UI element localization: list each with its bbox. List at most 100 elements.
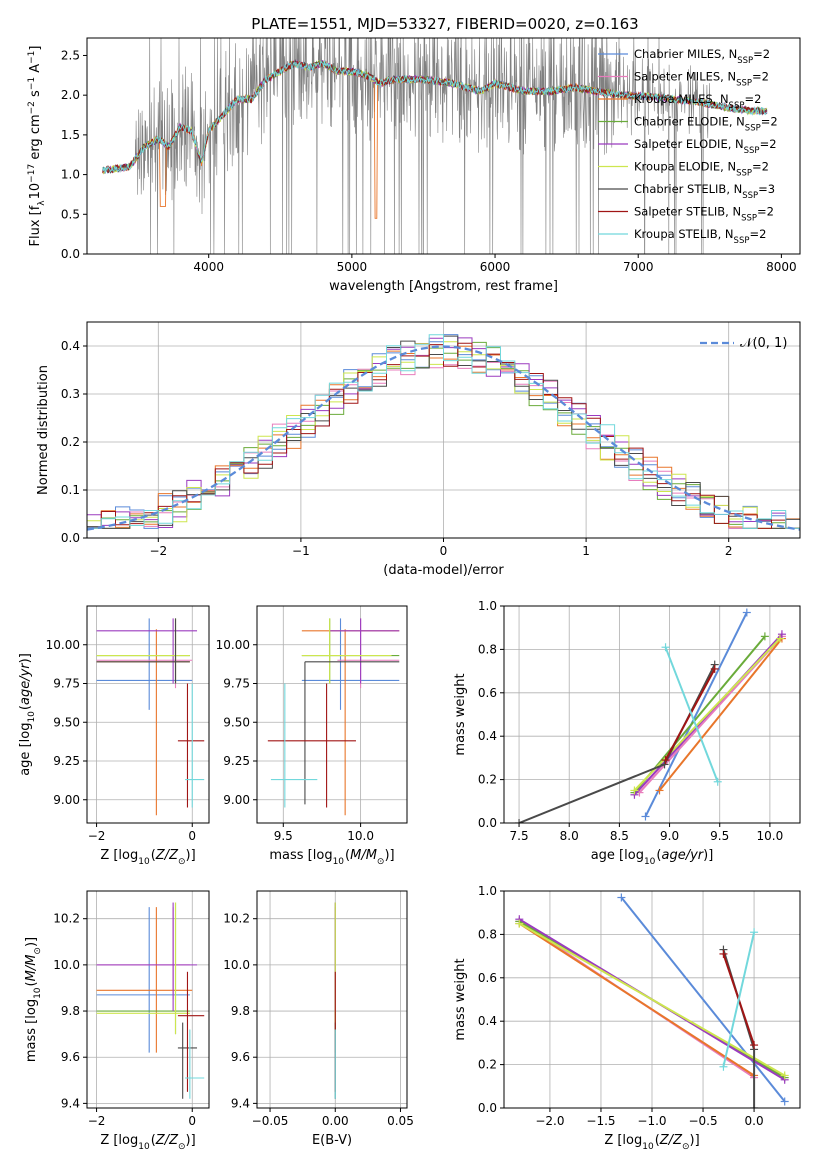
legend-label-chabrier-stelib: Chabrier STELIB, NSSP=3 bbox=[634, 182, 775, 201]
y-axis-label: Normed distribution bbox=[36, 365, 51, 495]
x-axis-label: Z [log10(Z/Z⊙)] bbox=[604, 1133, 699, 1152]
x-axis-label: mass [log10(M/M⊙)] bbox=[269, 848, 394, 867]
weight-line-kroupa-stelib bbox=[664, 646, 719, 783]
y-tick-label: 9.4 bbox=[61, 1096, 80, 1110]
y-tick-label: 9.50 bbox=[53, 715, 80, 729]
x-tick-label: 9.5 bbox=[274, 829, 293, 843]
y-axis-label: mass [log10(M/M⊙)] bbox=[24, 937, 43, 1062]
legend-label-kroupa-elodie: Kroupa ELODIE, NSSP=2 bbox=[634, 160, 769, 179]
plot-area-residuals bbox=[87, 334, 800, 531]
plot-area-age_vs_Z bbox=[96, 618, 205, 816]
y-tick-label: 0.4 bbox=[478, 729, 497, 743]
spectrum-legend: Chabrier MILES, NSSP=2 Salpeter MILES, NS… bbox=[598, 47, 778, 246]
grid-age_vs_Z bbox=[87, 606, 209, 823]
weight-line-kroupa-miles bbox=[518, 922, 755, 1077]
weight-marker-kroupa-elodie bbox=[775, 634, 784, 643]
y-tick-label: 9.6 bbox=[231, 1050, 250, 1064]
y-tick-label: 0.0 bbox=[478, 816, 497, 830]
x-tick-label: 0 bbox=[188, 829, 196, 843]
x-tick-label: 10.0 bbox=[757, 829, 784, 843]
weight-marker-kroupa-miles bbox=[655, 786, 664, 795]
weight-line-kroupa-stelib bbox=[722, 931, 756, 1068]
x-tick-label: 0.00 bbox=[322, 1114, 349, 1128]
y-tick-label: 0.0 bbox=[61, 247, 80, 261]
y-tick-label: 9.75 bbox=[53, 677, 80, 691]
x-tick-label: 9.0 bbox=[660, 829, 679, 843]
plot-area-mass_vs_Z bbox=[96, 902, 205, 1099]
weight-marker-kroupa-stelib bbox=[661, 643, 670, 652]
figure-title: PLATE=1551, MJD=53327, FIBERID=0020, z=0… bbox=[251, 15, 638, 33]
plot-area-spectrum bbox=[102, 38, 768, 254]
weight-marker-kroupa-elodie bbox=[780, 1071, 789, 1080]
grid-mass_vs_Z bbox=[87, 891, 209, 1108]
weight-line-kroupa-elodie bbox=[633, 637, 781, 792]
weight-marker-salpeter-elodie bbox=[777, 630, 786, 639]
weight-line-chabrier-miles bbox=[644, 612, 748, 817]
x-tick-label: −0.5 bbox=[688, 1114, 717, 1128]
y-tick-label: 9.6 bbox=[61, 1050, 80, 1064]
x-axis-label: Z [log10(Z/Z⊙)] bbox=[100, 1133, 195, 1152]
y-tick-label: 0.2 bbox=[478, 1058, 497, 1072]
weight-marker-chabrier-stelib bbox=[750, 1104, 759, 1108]
legend-label-chabrier-miles: Chabrier MILES, NSSP=2 bbox=[634, 47, 770, 66]
x-tick-label: −1.5 bbox=[586, 1114, 615, 1128]
x-tick-label: 8000 bbox=[766, 260, 797, 274]
y-tick-label: 0.2 bbox=[61, 435, 80, 449]
histogram-kroupa-stelib bbox=[87, 334, 800, 529]
x-tick-label: −1.0 bbox=[637, 1114, 666, 1128]
panel-age_vs_Z: −2 0 9.00 9.25 9.50 9.75 10.00 Z [log10(Z/Z⊙)] a… bbox=[18, 605, 210, 867]
weight-line-kroupa-miles bbox=[658, 637, 783, 792]
y-tick-label: 1.5 bbox=[61, 128, 80, 142]
weight-line-chabrier-miles bbox=[620, 896, 786, 1103]
weight-marker-salpeter-stelib bbox=[719, 949, 728, 958]
weight-marker-chabrier-miles bbox=[617, 893, 626, 902]
y-tick-label: 0.4 bbox=[61, 339, 80, 353]
x-axis-label: age [log10(age/yr)] bbox=[591, 848, 714, 867]
y-tick-label: 0.4 bbox=[478, 1014, 497, 1028]
x-tick-label: 8.5 bbox=[610, 829, 629, 843]
panel-age_vs_mass: 9.5 10.0 9.00 9.25 9.50 9.75 10.00 mass [log10(… bbox=[216, 605, 408, 867]
axes-frame bbox=[256, 605, 408, 824]
weight-marker-salpeter-stelib bbox=[661, 756, 670, 765]
x-tick-label: 6000 bbox=[480, 260, 511, 274]
x-tick-label: 1 bbox=[582, 544, 590, 558]
axes-frame bbox=[86, 37, 801, 255]
x-tick-label: −2 bbox=[88, 829, 106, 843]
y-tick-label: 10.2 bbox=[53, 912, 80, 926]
legend-label-salpeter-miles: Salpeter MILES, NSSP=2 bbox=[634, 70, 769, 89]
weight-line-kroupa-elodie bbox=[518, 922, 786, 1077]
x-tick-label: 0 bbox=[188, 1114, 196, 1128]
y-tick-label: 1.0 bbox=[61, 168, 80, 182]
y-tick-label: 0.6 bbox=[478, 971, 497, 985]
y-tick-label: 1.0 bbox=[478, 599, 497, 613]
axes-frame bbox=[86, 890, 210, 1109]
y-tick-label: 9.00 bbox=[53, 793, 80, 807]
x-tick-label: 8.0 bbox=[560, 829, 579, 843]
legend-label-kroupa-stelib: Kroupa STELIB, NSSP=2 bbox=[634, 227, 766, 246]
plot-area-weight_vs_Z bbox=[515, 893, 789, 1108]
weight-line-salpeter-stelib bbox=[664, 668, 716, 761]
y-tick-label: 10.0 bbox=[53, 958, 80, 972]
y-axis-label: Flux [fλ10−17 erg cm−2 s−1 A−1] bbox=[27, 46, 47, 247]
y-tick-label: 0.1 bbox=[61, 483, 80, 497]
y-tick-label: 2.0 bbox=[61, 88, 80, 102]
x-tick-label: −2 bbox=[149, 544, 167, 558]
grid-weight_vs_age bbox=[504, 605, 800, 824]
axes-frame bbox=[86, 605, 210, 824]
y-tick-label: 0.0 bbox=[478, 1101, 497, 1115]
panel-spectrum: 4000 5000 6000 7000 8000 0.0 0.5 1.0 1.5 2.0 2.5 wa… bbox=[27, 37, 801, 294]
x-tick-label: 7000 bbox=[623, 260, 654, 274]
y-axis-label: mass weight bbox=[453, 673, 468, 755]
grid-mass_vs_EBV bbox=[257, 891, 407, 1108]
weight-marker-chabrier-miles bbox=[641, 812, 650, 821]
y-tick-label: 0.6 bbox=[478, 686, 497, 700]
y-tick-label: 0.3 bbox=[61, 387, 80, 401]
x-tick-label: −2 bbox=[88, 1114, 106, 1128]
legend-label-salpeter-elodie: Salpeter ELODIE, NSSP=2 bbox=[634, 137, 777, 156]
panel-mass_vs_Z: −2 0 9.4 9.6 9.8 10.0 10.2 Z [log10(Z/Z⊙)] mass … bbox=[24, 890, 210, 1152]
y-tick-label: 10.00 bbox=[216, 638, 250, 652]
grid-age_vs_mass bbox=[257, 606, 407, 823]
weight-marker-chabrier-elodie bbox=[760, 632, 769, 641]
y-tick-label: 9.00 bbox=[223, 793, 250, 807]
